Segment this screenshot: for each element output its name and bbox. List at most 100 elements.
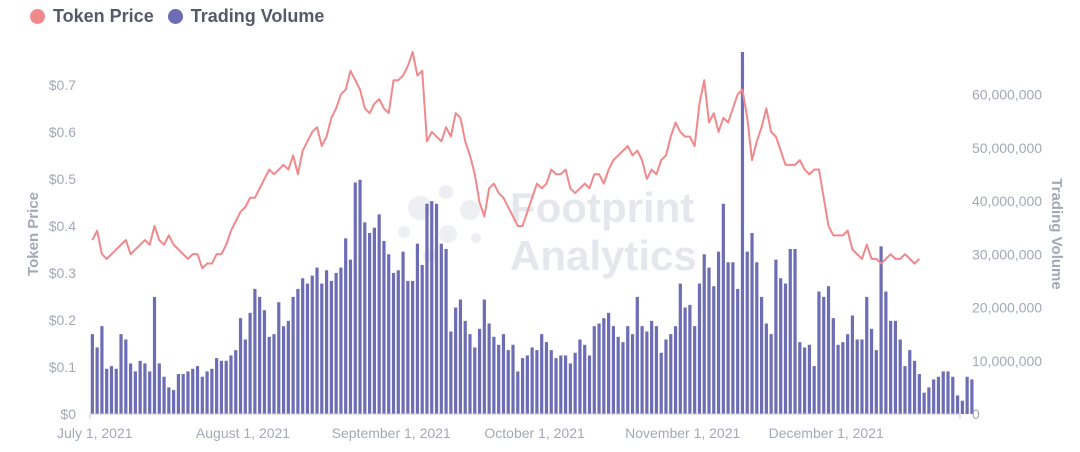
volume-bar xyxy=(960,400,964,414)
volume-bar xyxy=(143,363,147,414)
volume-bar xyxy=(138,360,142,414)
volume-bar xyxy=(516,371,520,414)
volume-bar xyxy=(401,251,405,414)
volume-bar xyxy=(803,347,807,414)
volume-bar xyxy=(540,334,544,414)
volume-bar xyxy=(520,358,525,414)
volume-bar xyxy=(898,339,902,414)
volume-bar xyxy=(215,358,219,414)
volume-bar xyxy=(281,326,286,414)
volume-bar xyxy=(238,318,243,414)
volume-bar xyxy=(492,336,496,414)
volume-bar xyxy=(473,347,477,414)
volume-bar xyxy=(970,379,974,414)
volume-bar xyxy=(759,296,764,414)
legend-item-volume[interactable]: Trading Volume xyxy=(167,6,324,27)
volume-bar xyxy=(411,280,415,414)
volume-bar xyxy=(210,368,214,414)
volume-bar xyxy=(640,326,644,414)
volume-bar xyxy=(903,366,907,414)
volume-bar xyxy=(616,336,620,414)
y-axis-left-tick-label: $0.3 xyxy=(49,265,76,281)
volume-bar xyxy=(368,233,372,414)
y-axis-left-tick-label: $0.4 xyxy=(49,218,76,234)
volume-bar xyxy=(234,350,238,414)
volume-bar xyxy=(224,360,228,414)
y-axis-right-ticks: 0 10,000,000 20,000,000 30,000,000 40,000,00… xyxy=(972,87,1042,422)
volume-bar xyxy=(430,201,434,414)
volume-bar xyxy=(774,259,778,414)
volume-bar xyxy=(420,264,424,414)
volume-bar xyxy=(664,339,668,414)
volume-bar xyxy=(90,334,94,414)
volume-bar xyxy=(884,291,888,414)
volume-bar xyxy=(152,296,157,414)
volume-bar xyxy=(363,222,367,414)
volume-bar xyxy=(329,280,333,414)
y-axis-left-tick-label: $0.7 xyxy=(49,77,76,93)
volume-bar xyxy=(105,368,109,414)
volume-bar xyxy=(783,283,788,414)
volume-bar xyxy=(678,283,682,414)
volume-bar xyxy=(908,350,912,414)
y-axis-right-tick-label: 10,000,000 xyxy=(972,353,1042,369)
volume-bar xyxy=(707,267,711,414)
volume-bar xyxy=(272,334,276,414)
volume-bar xyxy=(506,350,510,414)
volume-bar xyxy=(650,320,654,414)
volume-bar xyxy=(219,360,224,414)
volume-bar xyxy=(439,243,443,414)
legend-label-price: Token Price xyxy=(53,6,154,26)
y-axis-right-tick-label: 20,000,000 xyxy=(972,300,1042,316)
volume-bar xyxy=(277,302,281,414)
volume-bar xyxy=(602,318,606,414)
volume-bar xyxy=(133,371,137,414)
volume-bar xyxy=(936,376,941,414)
volume-bar xyxy=(334,272,338,414)
volume-bar xyxy=(191,368,195,414)
volume-bar xyxy=(396,270,400,414)
volume-bar xyxy=(449,331,453,414)
volume-bar xyxy=(535,350,539,414)
volume-bar xyxy=(162,376,166,414)
volume-bar xyxy=(788,248,792,414)
volume-bar xyxy=(869,328,874,414)
watermark-line1: Footprint xyxy=(510,184,694,231)
volume-bar xyxy=(172,390,176,414)
volume-bar xyxy=(157,363,161,414)
legend-dot-volume xyxy=(167,9,183,24)
volume-bar xyxy=(454,307,458,414)
volume-bar xyxy=(793,248,797,414)
volume-bar xyxy=(587,355,592,414)
volume-bar xyxy=(501,334,506,414)
volume-bar xyxy=(477,328,482,414)
volume-bar xyxy=(573,352,577,414)
volume-bar xyxy=(769,334,773,414)
volume-bar xyxy=(186,371,190,414)
volume-bar xyxy=(463,320,467,414)
volume-bar xyxy=(779,278,783,414)
volume-bar xyxy=(482,299,486,414)
x-axis-tick-label: July 1, 2021 xyxy=(57,425,133,441)
legend-item-price[interactable]: Token Price xyxy=(30,6,154,27)
volume-bar xyxy=(315,267,319,414)
volume-bar xyxy=(286,320,290,414)
volume-bar xyxy=(391,272,396,414)
volume-bar xyxy=(248,312,252,414)
volume-bar xyxy=(826,286,831,414)
volume-bar xyxy=(850,315,855,414)
volume-bar xyxy=(205,371,209,414)
volume-bar xyxy=(229,355,233,414)
volume-bar xyxy=(253,288,257,414)
x-axis: July 1, 2021 August 1, 2021 September 1, 2… xyxy=(57,413,961,441)
price-line xyxy=(91,51,921,270)
volume-bar xyxy=(889,320,893,414)
volume-bar xyxy=(955,395,960,414)
volume-bar xyxy=(817,291,821,414)
volume-bar xyxy=(301,278,305,414)
volume-bar xyxy=(339,267,343,414)
y-axis-left-ticks: $0 $0.1 $0.2 $0.3 $0.4 $0.5 $0.6 $0.7 xyxy=(49,77,76,422)
volume-bar xyxy=(497,344,501,414)
volume-bar xyxy=(382,240,386,414)
volume-bar xyxy=(458,299,463,414)
